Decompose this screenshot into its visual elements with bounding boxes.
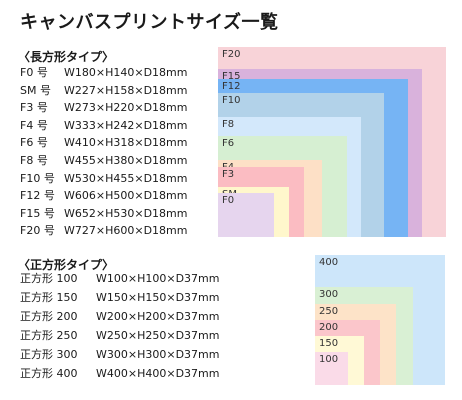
box-label: 100 [319,354,339,365]
size-name: 正方形 200 [20,310,78,323]
size-name: F4 号 [20,118,48,132]
page-title: キャンバスプリントサイズ一覧 [20,12,279,33]
size-dimensions: W400×H400×D37mm [96,367,220,380]
size-dimensions: W273×H220×D18mm [64,101,188,115]
size-dimensions: W100×H100×D37mm [96,272,220,285]
size-dimensions: W410×H318×D18mm [64,136,188,150]
rect-heading: 〈長方形タイプ〉 [18,50,115,64]
size-name: 正方形 150 [20,291,78,304]
size-dimensions: W250×H250×D37mm [96,329,220,342]
size-dimensions: W530×H455×D18mm [64,171,188,185]
size-name: 正方形 400 [20,367,78,380]
box-label: F6 [222,138,235,149]
size-name: 正方形 300 [20,348,78,361]
size-name: F20 号 [20,224,55,238]
box-label: 200 [319,322,339,333]
box-label: 300 [319,289,339,300]
size-name: F6 号 [20,136,48,150]
size-dimensions: W300×H300×D37mm [96,348,220,361]
square-size-diagram: 400 300 250 200 150 100 [315,255,445,385]
size-dimensions: W455×H380×D18mm [64,154,188,167]
size-name: F0 号 [20,66,48,79]
box-label: F8 [222,119,235,130]
square-heading: 〈正方形タイプ〉 [18,258,115,272]
box-label: F3 [222,169,235,180]
size-name: F10 号 [20,171,55,185]
size-name: F15 号 [20,206,55,220]
size-dimensions: W180×H140×D18mm [64,66,188,79]
size-dimensions: W727×H600×D18mm [64,224,188,238]
size-name: F8 号 [20,154,48,167]
box-label: F15 [222,71,241,82]
size-dimensions: W606×H500×D18mm [64,189,188,203]
size-name: 正方形 100 [20,272,78,285]
rect-size-diagram: F20F15F12F10F8F6F4F3SMF0 [218,47,446,237]
box-label: F10 [222,95,241,106]
rect-box-f0: F0 [218,193,274,237]
size-dimensions: W333×H242×D18mm [64,118,188,132]
size-dimensions: W227×H158×D18mm [64,83,188,97]
box-label: F12 [222,81,241,92]
box-label: 250 [319,306,339,317]
box-label: F20 [222,49,241,60]
square-box-100: 100 [315,352,348,385]
size-dimensions: W150×H150×D37mm [96,291,220,304]
box-label: F0 [222,195,235,206]
size-name: 正方形 250 [20,329,78,342]
box-label: 150 [319,338,339,349]
size-name: SM 号 [20,83,51,97]
size-dimensions: W200×H200×D37mm [96,310,220,323]
size-dimensions: W652×H530×D18mm [64,206,188,220]
size-name: F3 号 [20,101,48,115]
box-label: 400 [319,257,339,268]
size-name: F12 号 [20,189,55,203]
